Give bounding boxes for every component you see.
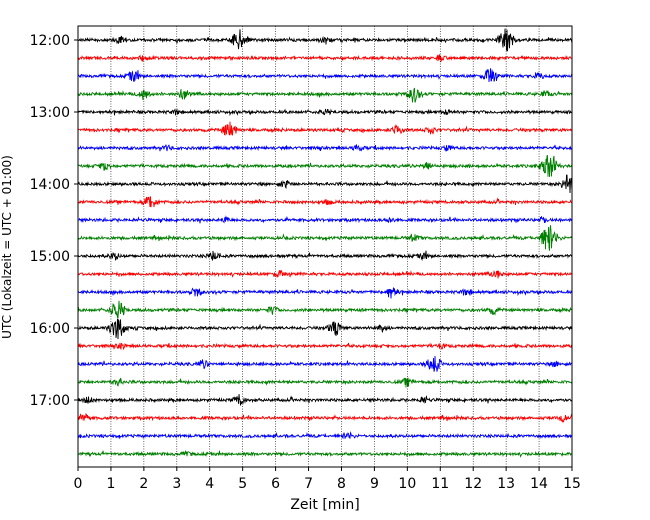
grid-layer <box>110 26 540 467</box>
x-tick-label: 11 <box>431 476 449 492</box>
x-tick-label: 10 <box>398 476 416 492</box>
y-tick-label: 16:00 <box>30 321 70 337</box>
trace-1745 <box>77 449 573 458</box>
trace-1630 <box>77 355 573 372</box>
x-tick-label: 0 <box>74 476 83 492</box>
x-axis-ticks: 0 1 2 3 4 5 6 7 8 9 10 11 12 13 14 15 <box>74 467 581 492</box>
x-tick-label: 9 <box>370 476 379 492</box>
trace-1700 <box>77 394 573 406</box>
x-tick-label: 2 <box>139 476 148 492</box>
trace-1545 <box>77 300 573 319</box>
trace-layer <box>77 28 573 458</box>
trace-1615 <box>77 342 573 351</box>
x-tick-label: 6 <box>271 476 280 492</box>
x-tick-label: 13 <box>497 476 515 492</box>
trace-1730 <box>77 430 573 440</box>
trace-1315 <box>77 121 573 136</box>
x-tick-label: 3 <box>172 476 181 492</box>
trace-1245 <box>77 87 573 103</box>
trace-1430 <box>77 215 573 224</box>
y-tick-label: 17:00 <box>30 393 70 409</box>
y-axis-label: UTC (Lokalzeit = UTC + 01:00) <box>0 155 14 339</box>
x-tick-label: 1 <box>106 476 115 492</box>
y-tick-label: 12:00 <box>30 33 70 49</box>
trace-1230 <box>77 68 573 83</box>
plot-frame <box>77 25 573 468</box>
trace-1215 <box>77 54 573 63</box>
x-tick-label: 8 <box>337 476 346 492</box>
trace-1645 <box>77 377 573 388</box>
x-tick-label: 14 <box>530 476 548 492</box>
x-tick-label: 15 <box>563 476 581 492</box>
trace-1715 <box>77 412 573 423</box>
x-tick-label: 12 <box>464 476 482 492</box>
x-tick-label: 7 <box>304 476 313 492</box>
trace-1400 <box>77 174 573 194</box>
y-axis-ticks: 12:00 13:00 14:00 15:00 16:00 17:00 <box>30 33 78 409</box>
trace-1600 <box>77 318 573 340</box>
trace-1515 <box>77 269 573 279</box>
y-tick-label: 15:00 <box>30 249 70 265</box>
trace-1415 <box>77 196 573 208</box>
trace-1200 <box>77 28 573 52</box>
trace-1445 <box>77 225 573 251</box>
trace-1330 <box>77 144 573 152</box>
trace-1345 <box>77 154 573 177</box>
trace-1300 <box>77 108 573 117</box>
trace-1500 <box>77 250 573 262</box>
x-tick-label: 5 <box>238 476 247 492</box>
x-axis-label: Zeit [min] <box>290 497 359 513</box>
y-tick-label: 14:00 <box>30 177 70 193</box>
x-tick-label: 4 <box>205 476 214 492</box>
y-tick-label: 13:00 <box>30 105 70 121</box>
trace-1530 <box>77 287 573 299</box>
